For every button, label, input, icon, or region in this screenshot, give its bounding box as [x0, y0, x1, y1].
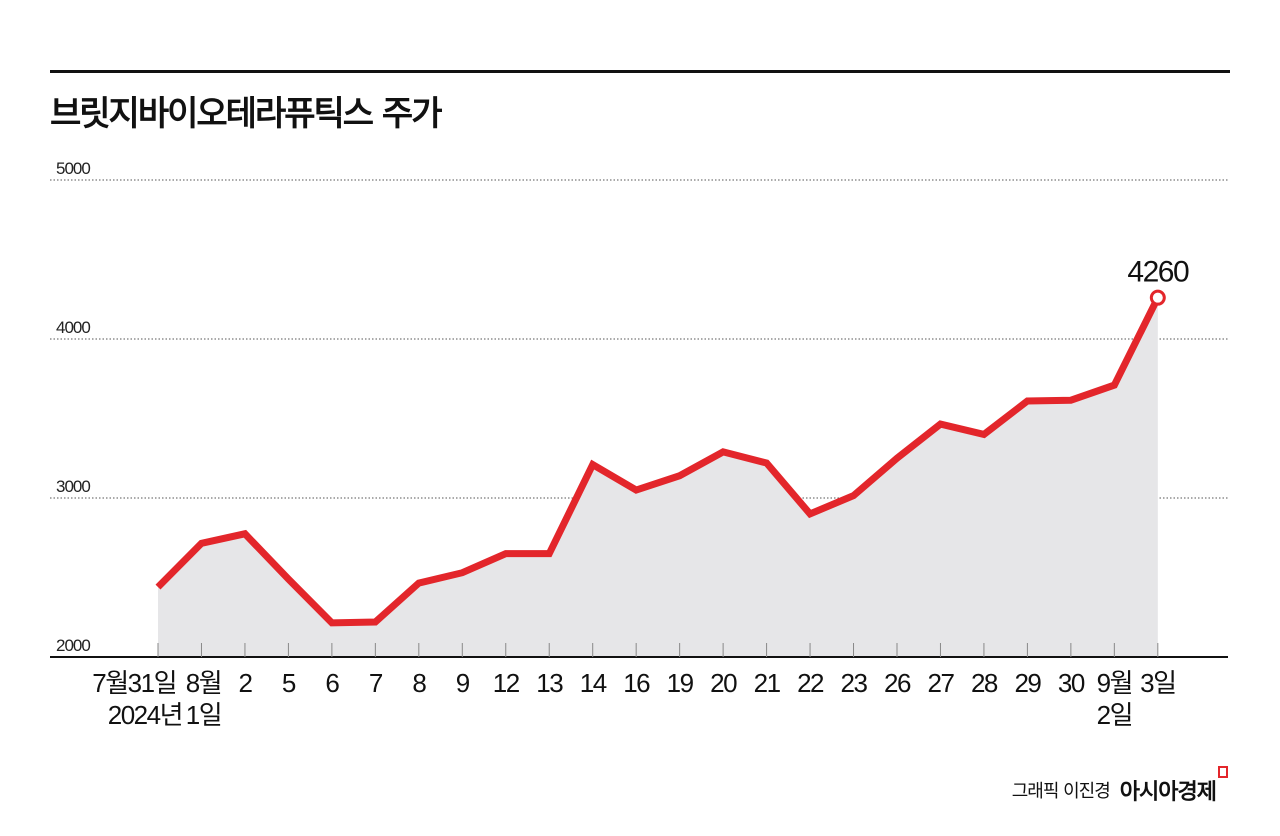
x-tick-label-line2: 2024년 [108, 700, 182, 730]
y-tick-label: 3000 [56, 477, 90, 496]
x-tick-label: 23 [841, 668, 868, 698]
x-tick-label: 27 [927, 668, 954, 698]
x-tick-label: 30 [1058, 668, 1085, 698]
price-line [155, 296, 1161, 627]
data-point [1149, 289, 1166, 306]
x-tick-label-line2: 2일 [1097, 700, 1132, 730]
y-tick-label: 2000 [56, 636, 90, 655]
x-tick-label: 12 [493, 668, 520, 698]
x-tick-label: 9 [456, 668, 470, 698]
publisher-logo-text: 아시아경제 [1119, 780, 1217, 805]
x-tick-label: 28 [971, 668, 998, 698]
x-tick-label: 16 [623, 668, 650, 698]
chart-title: 브릿지바이오테라퓨틱스 주가 [50, 94, 442, 134]
x-tick-label: 14 [580, 668, 607, 698]
x-tick-label: 26 [884, 668, 911, 698]
x-tick-label-line2: 1일 [186, 700, 221, 730]
x-tick-label: 19 [667, 668, 694, 698]
last-value-label: 4260 [1127, 256, 1189, 289]
area-fill [158, 297, 1158, 657]
x-tick-label: 9월 [1097, 668, 1132, 698]
x-tick-label: 13 [536, 668, 563, 698]
x-tick-label: 7월31일 [92, 668, 176, 698]
publisher-logo: 아시아경제 [1119, 766, 1228, 806]
x-tick-label: 5 [282, 668, 296, 698]
x-tick-label: 29 [1014, 668, 1041, 698]
x-tick-label: 20 [710, 668, 737, 698]
x-tick-label: 22 [797, 668, 824, 698]
x-tick-label: 8 [412, 668, 426, 698]
byline: 그래픽 이진경 [1011, 781, 1111, 802]
x-tick-label: 8월 [186, 668, 221, 698]
y-tick-label: 5000 [56, 159, 90, 178]
title-rule [50, 70, 1230, 73]
x-tick-label: 21 [754, 668, 781, 698]
x-tick-label: 6 [325, 668, 339, 698]
x-tick-label: 7 [369, 668, 383, 698]
credit: 그래픽 이진경 아시아경제 [1011, 766, 1228, 806]
x-tick-label: 2 [238, 668, 252, 698]
x-tick-label: 3일 [1140, 668, 1175, 698]
logo-mark-icon [1218, 766, 1228, 778]
y-tick-label: 4000 [56, 318, 90, 337]
